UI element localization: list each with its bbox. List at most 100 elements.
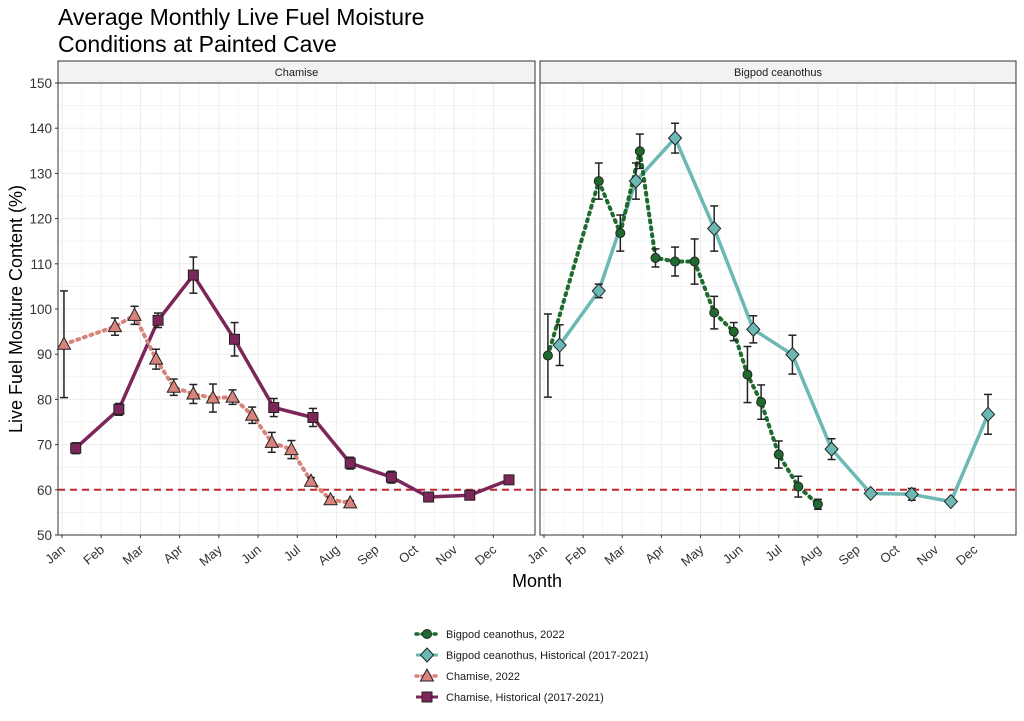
x-tick-label: Oct	[877, 542, 902, 567]
x-tick-label: Apr	[642, 541, 668, 566]
data-point-diamond	[707, 220, 722, 237]
x-tick-label: Sep	[836, 542, 863, 568]
x-axis-label: Month	[512, 571, 562, 591]
data-point-square	[70, 442, 82, 454]
data-point-diamond	[904, 486, 919, 503]
data-point-circle	[728, 326, 739, 337]
data-point-triangle	[148, 351, 164, 365]
data-point-triangle	[419, 667, 435, 682]
y-tick-label: 50	[37, 528, 52, 543]
y-tick-label: 80	[37, 392, 52, 407]
y-tick-label: 60	[37, 483, 52, 498]
x-tick-label: Jan	[42, 542, 68, 567]
data-point-square	[187, 269, 199, 281]
data-point-diamond	[552, 337, 567, 353]
legend-label: Chamise, 2022	[446, 671, 520, 683]
data-point-triangle	[107, 318, 123, 333]
legend-label: Bigpod ceanothus, 2022	[446, 629, 565, 641]
y-tick-label: 140	[29, 121, 52, 136]
data-point-triangle	[186, 385, 201, 400]
data-point-square	[344, 457, 356, 469]
legend: Bigpod ceanothus, 2022 Bigpod ceanothus, …	[414, 629, 648, 704]
data-point-square	[113, 403, 125, 415]
data-point-circle	[422, 629, 432, 639]
x-tick-label: May	[678, 541, 707, 569]
data-point-circle	[742, 369, 753, 380]
x-tick-label: Mar	[120, 541, 147, 567]
x-tick-label: Sep	[354, 542, 381, 568]
data-point-square	[307, 411, 319, 423]
data-point-square	[464, 489, 476, 501]
x-tick-label: Jul	[281, 542, 303, 564]
data-point-triangle	[323, 491, 338, 506]
data-point-diamond	[628, 173, 644, 189]
panel-label: Chamise	[275, 67, 318, 79]
data-point-triangle	[127, 307, 142, 321]
data-point-square	[421, 691, 433, 703]
y-tick-label: 100	[29, 302, 52, 317]
x-tick-label: Nov	[433, 541, 461, 568]
data-point-diamond	[591, 283, 606, 299]
x-tick-label: Jun	[238, 542, 264, 567]
data-point-square	[503, 474, 515, 486]
data-point-circle	[689, 256, 700, 267]
x-tick-label: Feb	[80, 542, 107, 568]
panel-border	[539, 82, 1017, 536]
x-tick-label: Aug	[315, 542, 342, 568]
data-point-circle	[812, 499, 823, 510]
x-tick-label: Mar	[601, 541, 628, 567]
y-tick-label: 130	[29, 166, 52, 181]
x-tick-label: Nov	[914, 541, 942, 568]
data-point-circle	[670, 256, 681, 267]
data-point-diamond	[419, 647, 435, 663]
y-axis-label: Live Fuel Mositure Content (%)	[6, 185, 26, 433]
data-point-triangle	[56, 336, 72, 350]
x-tick-label: Dec	[953, 541, 981, 568]
data-point-circle	[542, 350, 553, 361]
x-tick-label: Jul	[762, 542, 784, 564]
x-tick-label: Jan	[524, 542, 550, 567]
data-point-triangle	[166, 379, 182, 393]
series-line	[62, 313, 353, 505]
data-point-square	[385, 471, 397, 483]
x-tick-label: Aug	[796, 542, 823, 568]
data-point-square	[152, 314, 164, 326]
data-point-diamond	[980, 406, 996, 423]
panel-border	[57, 82, 536, 536]
y-tick-label: 120	[29, 212, 52, 227]
panel-label: Bigpod ceanothus	[734, 67, 823, 79]
panel-1: Bigpod ceanothus Jan Feb Mar Apr May Jun Jul Aug…	[524, 60, 1017, 569]
data-point-circle	[615, 228, 626, 239]
series-line	[545, 149, 820, 507]
y-tick-label: 70	[37, 438, 52, 453]
data-point-circle	[756, 397, 767, 408]
data-point-triangle	[342, 494, 358, 509]
data-point-circle	[773, 449, 784, 460]
data-point-circle	[634, 146, 645, 157]
data-point-diamond	[943, 493, 959, 510]
series-line	[74, 273, 510, 499]
data-point-square	[268, 402, 280, 414]
x-tick-label: Apr	[160, 541, 186, 566]
data-point-circle	[709, 307, 720, 318]
data-point-diamond	[863, 485, 878, 502]
data-point-diamond	[785, 346, 800, 363]
data-point-triangle	[225, 389, 240, 403]
data-point-diamond	[667, 130, 683, 146]
y-tick-label: 150	[29, 76, 52, 91]
data-point-triangle	[244, 407, 260, 421]
data-point-triangle	[264, 434, 280, 448]
panel-0: Chamise Jan Feb Mar Apr May Jun Jul Aug Sep Oct Nov…	[42, 60, 536, 569]
data-point-triangle	[303, 473, 319, 487]
data-point-diamond	[824, 441, 839, 457]
x-tick-label: Oct	[396, 542, 421, 567]
legend-label: Chamise, Historical (2017-2021)	[446, 692, 604, 704]
x-tick-label: May	[196, 541, 225, 569]
y-tick-label: 90	[37, 347, 52, 362]
data-point-triangle	[205, 389, 221, 404]
data-point-circle	[650, 252, 661, 263]
x-tick-label: Jun	[720, 542, 746, 567]
data-point-diamond	[746, 321, 761, 338]
data-point-square	[229, 333, 241, 345]
